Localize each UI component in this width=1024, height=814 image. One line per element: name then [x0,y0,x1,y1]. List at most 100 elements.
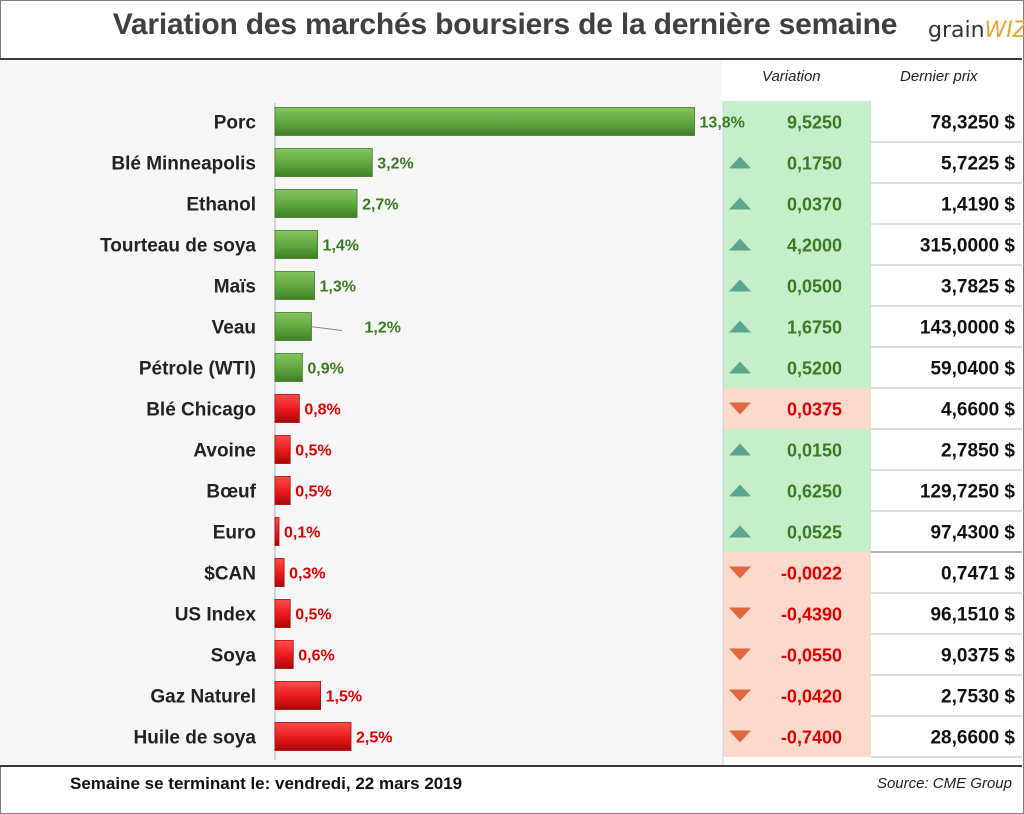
variation-cell [723,101,871,142]
last-price-value: 96,1510 $ [930,605,1015,626]
leader-line [309,326,343,331]
last-price-value: 129,7250 $ [920,482,1016,503]
plot-area [0,60,722,765]
up-arrow-icon [729,320,751,333]
category-label: Huile de soya [134,728,257,749]
variation-cell [723,142,871,183]
last-price-column-header: Dernier prix [900,68,978,85]
bar [274,312,312,341]
variation-cell [723,306,871,347]
variation-value: 0,0370 [787,195,842,215]
last-price-value: 315,0000 $ [920,236,1016,257]
last-price-value: 59,0400 $ [930,359,1015,380]
last-price-value: 0,7471 $ [941,564,1015,585]
variation-value: 0,5200 [787,359,842,379]
bar-value-label: 0,5% [295,443,331,460]
down-arrow-icon [729,402,751,415]
variation-value: 0,0150 [787,441,842,461]
category-label: Soya [211,646,257,667]
variation-value: 0,0525 [787,523,842,543]
bar-value-label: 0,9% [307,361,343,378]
category-label: Porc [214,113,257,134]
variation-value: 0,0375 [787,400,842,420]
bar [274,148,373,177]
variation-value: -0,4390 [781,605,842,625]
bar-value-label: 0,8% [304,402,340,419]
down-arrow-icon [729,730,751,743]
last-price-value: 28,6600 $ [930,728,1015,749]
bar-value-label: 13,8% [700,115,745,132]
last-price-value: 2,7850 $ [941,441,1015,462]
bar [274,435,291,464]
down-arrow-icon [729,689,751,702]
category-label: Maïs [214,277,256,298]
up-arrow-icon [729,156,751,169]
last-price-value: 4,6600 $ [941,400,1015,421]
bar-value-label: 1,4% [323,238,359,255]
variation-cell [723,265,871,306]
variation-value: -0,7400 [781,728,842,748]
up-arrow-icon [729,484,751,497]
category-label: Veau [212,318,256,339]
category-label: Blé Minneapolis [111,154,256,175]
down-arrow-icon [729,566,751,579]
up-arrow-icon [729,238,751,251]
category-label: US Index [175,605,257,626]
category-label: Euro [213,523,256,544]
variation-cell [723,470,871,511]
variation-value: 0,6250 [787,482,842,502]
bar-value-label: 2,5% [356,730,392,747]
variation-value: -0,0022 [781,564,842,584]
variation-value: 0,1750 [787,154,842,174]
last-price-value: 78,3250 $ [930,113,1015,134]
last-price-value: 97,4300 $ [930,523,1015,544]
up-arrow-icon [729,197,751,210]
bar [274,558,285,587]
bar [274,189,358,218]
variation-value: -0,0550 [781,646,842,666]
variation-cell [723,388,871,429]
page-title: Variation des marchés boursiers de la de… [112,8,898,41]
category-label: $CAN [204,564,256,585]
up-arrow-icon [729,525,751,538]
variation-cell [723,552,871,593]
category-label: Pétrole (WTI) [139,359,256,380]
bar [274,271,315,300]
category-label: Bœuf [206,482,256,503]
variation-cell [723,347,871,388]
bar-value-label: 0,5% [295,484,331,501]
up-arrow-icon [729,279,751,292]
up-arrow-icon [729,443,751,456]
bar [274,353,303,382]
bar [274,476,291,505]
bar [274,517,280,546]
week-ending-label: Semaine se terminant le: vendredi, 22 ma… [70,774,463,793]
variation-cell [723,183,871,224]
grainwiz-logo: grainWIZ [928,18,1024,43]
category-label: Blé Chicago [146,400,256,421]
bar-value-label: 1,2% [364,320,400,337]
variation-cell [723,224,871,265]
bar [274,394,300,423]
variation-cell [723,634,871,675]
bottom-divider [0,765,1022,767]
bar [274,640,294,669]
bar [274,230,318,259]
down-arrow-icon [729,607,751,620]
top-divider [0,58,1022,60]
bar [274,107,695,136]
last-price-value: 9,0375 $ [941,646,1015,667]
variation-cell [723,716,871,757]
bar-value-label: 2,7% [362,197,398,214]
variation-value: 9,5250 [787,113,842,133]
bar [274,722,352,751]
variation-value: -0,0420 [781,687,842,707]
bar-value-label: 0,6% [298,648,334,665]
last-price-value: 143,0000 $ [920,318,1016,339]
source-label: Source: CME Group [876,775,1012,792]
bar-value-label: 1,5% [326,689,362,706]
last-price-value: 5,7225 $ [941,154,1015,175]
variation-cell [723,675,871,716]
variation-value: 4,2000 [787,236,842,256]
